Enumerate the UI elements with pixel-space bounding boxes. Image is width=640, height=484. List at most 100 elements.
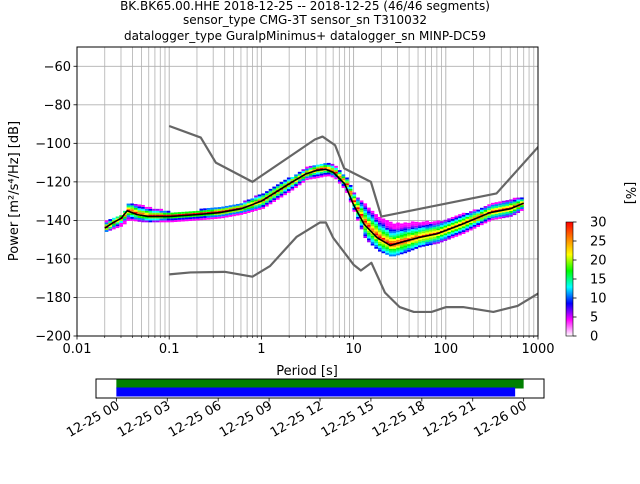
psd-cell — [461, 214, 466, 217]
psd-cell — [257, 206, 262, 208]
psd-cell — [152, 218, 156, 221]
psd-cell — [246, 211, 251, 213]
psd-cell — [235, 205, 240, 208]
psd-cell — [367, 240, 371, 243]
timeline-tick-label: 12-25 12 — [268, 398, 326, 440]
psd-cell — [388, 250, 393, 253]
psd-cell — [301, 173, 306, 176]
psd-cell — [483, 209, 488, 212]
psd-cell — [377, 220, 382, 223]
psd-cell — [367, 232, 371, 235]
psd-cell — [170, 220, 174, 223]
psd-cell — [170, 216, 174, 219]
x-tick-label: 100 — [433, 342, 458, 357]
psd-cell — [509, 201, 513, 204]
psd-cell — [428, 222, 433, 224]
psd-cell — [487, 217, 491, 220]
colorbar-strip — [565, 221, 574, 337]
psd-cell — [235, 203, 240, 206]
psd-cell — [337, 181, 342, 184]
psd-cell — [312, 176, 317, 179]
psd-cell — [436, 237, 440, 240]
psd-cell — [469, 211, 473, 214]
psd-cell — [432, 242, 437, 245]
psd-cell — [199, 216, 204, 219]
psd-cell — [341, 178, 346, 181]
psd-cell — [341, 180, 346, 183]
psd-cell — [476, 209, 481, 212]
psd-cell — [425, 224, 429, 227]
psd-cell — [348, 188, 353, 191]
psd-cell — [370, 224, 375, 227]
psd-cell — [410, 221, 415, 224]
psd-cell — [203, 212, 207, 215]
psd-cell — [326, 168, 331, 171]
psd-cell — [133, 217, 138, 220]
psd-cell — [377, 222, 382, 225]
psd-cell — [130, 218, 134, 221]
timeline-tick-label: 12-25 03 — [115, 398, 173, 440]
psd-cell — [494, 215, 499, 218]
psd-cell — [130, 203, 134, 206]
psd-cell — [217, 212, 222, 215]
psd-cell — [367, 211, 371, 214]
psd-cell — [250, 202, 255, 205]
psd-cell — [254, 195, 258, 198]
psd-cell — [206, 215, 211, 218]
psd-cell — [246, 201, 251, 204]
psd-cell — [126, 211, 131, 214]
psd-cell — [370, 214, 375, 217]
psd-cell — [170, 212, 174, 215]
psd-cell — [432, 227, 437, 229]
psd-cell — [505, 213, 510, 216]
psd-cell — [392, 235, 397, 238]
psd-cell — [516, 201, 521, 204]
psd-cell — [326, 174, 331, 177]
psd-cell — [119, 215, 123, 218]
psd-cell — [239, 205, 244, 208]
psd-cell — [483, 215, 488, 218]
psd-cell — [498, 211, 502, 214]
psd-cell — [418, 231, 422, 234]
psd-cell — [421, 240, 426, 243]
psd-cell — [498, 203, 502, 206]
psd-cell — [418, 239, 422, 242]
psd-cell — [385, 233, 389, 236]
psd-cell — [388, 240, 393, 243]
psd-cell — [210, 207, 215, 210]
psd-cell — [509, 203, 513, 206]
psd-cell — [108, 228, 113, 231]
psd-cell — [381, 249, 386, 252]
psd-cell — [326, 170, 331, 173]
psd-cell — [403, 232, 408, 234]
psd-cell — [159, 220, 164, 223]
psd-cell — [370, 237, 375, 240]
psd-cell — [243, 208, 247, 211]
psd-cell — [377, 228, 382, 231]
psd-cell — [144, 218, 149, 221]
psd-cell — [414, 225, 419, 228]
psd-cell — [133, 219, 138, 222]
psd-cell — [294, 185, 298, 188]
psd-cell — [377, 224, 382, 227]
psd-cell — [447, 231, 451, 234]
psd-cell — [119, 219, 123, 221]
psd-cell — [381, 218, 386, 221]
psd-cell — [403, 228, 408, 231]
psd-cell — [399, 225, 404, 228]
psd-cell — [418, 233, 422, 236]
psd-cell — [356, 216, 360, 219]
psd-cell — [520, 207, 524, 209]
psd-cell — [410, 231, 415, 233]
psd-cell — [348, 200, 353, 203]
psd-cell — [476, 225, 481, 227]
psd-cell — [112, 217, 116, 220]
psd-cell — [414, 246, 419, 249]
psd-cell — [407, 236, 411, 239]
psd-cell — [388, 252, 393, 255]
psd-cell — [480, 217, 484, 220]
psd-cell — [133, 205, 138, 208]
psd-cell — [210, 217, 215, 220]
psd-cell — [323, 174, 327, 177]
psd-cell — [141, 206, 145, 209]
